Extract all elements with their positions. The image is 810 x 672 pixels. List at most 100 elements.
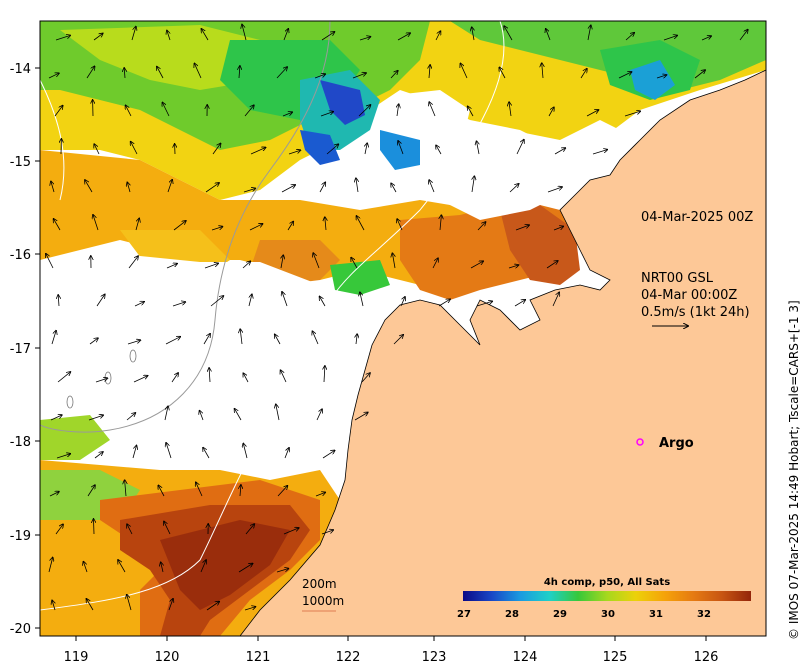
lat-tick-label: -20 bbox=[10, 622, 31, 637]
current-vector-arrow bbox=[54, 106, 63, 117]
current-vector-arrow bbox=[96, 294, 105, 307]
current-vector-arrow bbox=[173, 221, 186, 231]
current-vector-arrow bbox=[314, 74, 325, 79]
current-vector-arrow bbox=[201, 29, 209, 41]
current-vector-arrow bbox=[552, 292, 559, 307]
current-vector-arrow bbox=[277, 486, 288, 497]
lon-tick-label: 121 bbox=[246, 650, 271, 665]
current-vector-arrow bbox=[126, 105, 132, 117]
argo-float-marker[interactable] bbox=[636, 438, 644, 446]
current-vector-arrow bbox=[322, 450, 335, 459]
lon-tick-label: 122 bbox=[336, 650, 361, 665]
current-vector-arrow bbox=[391, 183, 397, 193]
current-vector-arrow bbox=[586, 110, 599, 117]
current-vector-arrow bbox=[701, 36, 711, 41]
current-vector-arrow bbox=[321, 32, 335, 41]
credit-text: © IMOS 07-Mar-2025 14:49 Hobart; Tscale=… bbox=[787, 300, 801, 640]
current-vector-arrow bbox=[282, 292, 288, 307]
current-vector-arrow bbox=[356, 216, 365, 231]
current-vector-arrow bbox=[515, 225, 529, 231]
current-vector-arrow bbox=[275, 334, 281, 345]
current-vector-arrow bbox=[57, 372, 70, 383]
current-vector-arrow bbox=[54, 219, 61, 231]
plot-frame bbox=[39, 20, 767, 637]
current-vector-arrow bbox=[212, 144, 221, 155]
current-vector-arrow bbox=[477, 222, 486, 231]
current-vector-arrow bbox=[243, 188, 255, 193]
current-vector-arrow bbox=[244, 607, 256, 611]
current-vector-arrow bbox=[55, 524, 63, 535]
current-vector-arrow bbox=[656, 75, 667, 78]
current-vector-arrow bbox=[739, 30, 748, 41]
current-vector-arrow bbox=[472, 27, 474, 41]
current-vector-arrow bbox=[287, 222, 293, 231]
current-vector-arrow bbox=[55, 35, 70, 41]
current-vector-arrow bbox=[352, 73, 366, 79]
current-vector-arrow bbox=[429, 180, 435, 193]
current-vector-arrow bbox=[164, 521, 171, 535]
current-vector-arrow bbox=[168, 599, 173, 611]
current-vector-arrow bbox=[438, 299, 450, 307]
current-vector-arrow bbox=[194, 63, 202, 79]
colorbar: 4h comp, p50, All Sats 27 28 29 30 31 32 bbox=[457, 577, 751, 620]
current-vector-arrow bbox=[436, 145, 442, 155]
colorbar-tick: 27 bbox=[457, 609, 471, 620]
current-vector-arrow bbox=[320, 297, 326, 307]
current-vector-arrow bbox=[356, 334, 357, 345]
colorbar-tick: 31 bbox=[649, 609, 663, 620]
argo-label: Argo bbox=[659, 436, 694, 451]
current-vector-arrow bbox=[618, 72, 632, 79]
current-vector-arrow bbox=[580, 69, 587, 79]
current-vector-arrow bbox=[326, 144, 338, 155]
current-vector-arrow bbox=[127, 182, 130, 193]
lon-tick-label: 120 bbox=[155, 650, 180, 665]
current-vector-arrow bbox=[440, 215, 441, 231]
current-vector-arrow bbox=[58, 295, 59, 307]
current-vector-arrow bbox=[161, 562, 163, 573]
current-vector-arrow bbox=[313, 253, 320, 269]
current-vector-arrow bbox=[542, 63, 543, 79]
current-vector-arrow bbox=[203, 448, 210, 459]
current-vector-arrow bbox=[238, 564, 253, 573]
current-vector-arrow bbox=[547, 187, 562, 193]
lon-tick-label: 125 bbox=[603, 650, 628, 665]
current-vector-arrow bbox=[126, 413, 135, 421]
current-vector-arrow bbox=[131, 27, 136, 41]
current-source-label: NRT00 GSL bbox=[641, 271, 714, 286]
current-vector-arrow bbox=[392, 253, 395, 269]
current-vector-arrow bbox=[514, 300, 525, 307]
current-vector-arrow bbox=[281, 255, 283, 269]
contour-200m bbox=[40, 21, 505, 611]
current-vector-arrow bbox=[351, 258, 358, 269]
current-vector-arrow bbox=[397, 104, 399, 117]
current-vector-arrow bbox=[365, 143, 367, 155]
current-vector-arrow bbox=[354, 412, 368, 421]
current-vector-arrow bbox=[171, 373, 178, 383]
current-vector-arrow bbox=[546, 29, 551, 41]
current-vector-arrow bbox=[127, 340, 140, 345]
current-vector-arrow bbox=[85, 180, 93, 193]
current-vector-arrow bbox=[624, 111, 640, 117]
current-vector-arrow bbox=[88, 415, 103, 421]
current-vector-arrow bbox=[477, 141, 480, 155]
current-scale-label: 0.5m/s (1kt 24h) bbox=[641, 305, 750, 320]
current-vector-arrow bbox=[157, 67, 164, 79]
current-vector-arrow bbox=[587, 25, 591, 41]
current-vector-arrow bbox=[249, 224, 263, 231]
current-vector-arrow bbox=[243, 373, 249, 383]
current-vector-arrow bbox=[240, 329, 242, 345]
lat-tick-label: -16 bbox=[10, 248, 31, 263]
current-vector-arrow bbox=[83, 562, 88, 573]
current-vector-arrow bbox=[276, 67, 287, 79]
current-vector-arrow bbox=[361, 373, 370, 383]
current-vector-arrow bbox=[283, 29, 288, 41]
current-vector-arrow bbox=[204, 263, 218, 269]
current-vector-arrow bbox=[324, 366, 325, 383]
current-vector-arrow bbox=[554, 148, 565, 155]
current-vector-arrow bbox=[249, 294, 252, 307]
current-vector-arrow bbox=[167, 180, 172, 193]
current-vector-arrow bbox=[165, 337, 180, 345]
current-vector-arrow bbox=[131, 142, 138, 155]
land-kimberley bbox=[239, 60, 766, 636]
current-vectors bbox=[46, 25, 748, 611]
